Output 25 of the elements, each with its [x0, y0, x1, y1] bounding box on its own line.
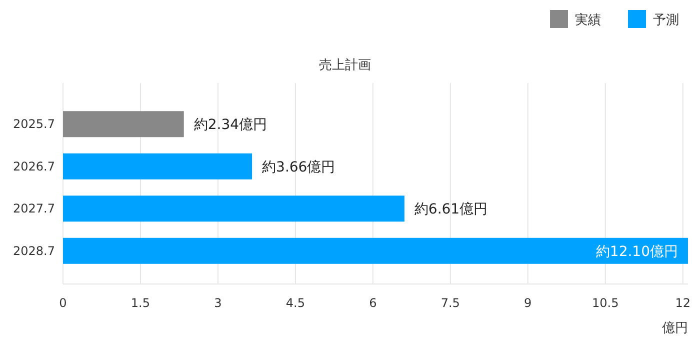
- data-label: 約6.61億円: [414, 202, 488, 218]
- x-tick-label: 12: [675, 296, 690, 310]
- x-tick-label: 1.5: [130, 296, 150, 310]
- x-tick-label: 0: [59, 296, 67, 310]
- x-tick-label: 6: [369, 296, 377, 310]
- x-axis-title: 億円: [662, 321, 688, 336]
- legend-label: 予測: [653, 13, 679, 28]
- data-label: 約2.34億円: [194, 117, 268, 134]
- bar: [63, 238, 688, 264]
- bar: [63, 111, 184, 138]
- x-tick-label: 7.5: [440, 296, 460, 310]
- chart-title: 売上計画: [319, 58, 371, 73]
- x-tick-label: 10.5: [592, 296, 619, 310]
- bar: [63, 196, 404, 222]
- y-tick-label: 2027.7: [13, 202, 55, 216]
- y-tick-label: 2026.7: [13, 159, 55, 174]
- data-label: 約12.10億円: [596, 244, 678, 260]
- data-label: 約3.66億円: [262, 159, 336, 176]
- x-tick-label: 3: [214, 296, 222, 310]
- x-tick-label: 9: [524, 296, 532, 310]
- bar: [63, 153, 252, 180]
- legend-label: 実績: [575, 12, 601, 28]
- y-tick-label: 2028.7: [13, 244, 55, 258]
- x-tick-label: 4.5: [286, 296, 305, 310]
- y-tick-label: 2025.7: [13, 117, 55, 132]
